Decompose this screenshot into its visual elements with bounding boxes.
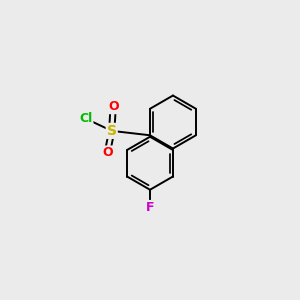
Text: O: O <box>108 100 119 113</box>
Text: S: S <box>107 124 117 138</box>
Text: Cl: Cl <box>79 112 92 125</box>
Text: F: F <box>146 201 154 214</box>
Text: O: O <box>102 146 112 159</box>
